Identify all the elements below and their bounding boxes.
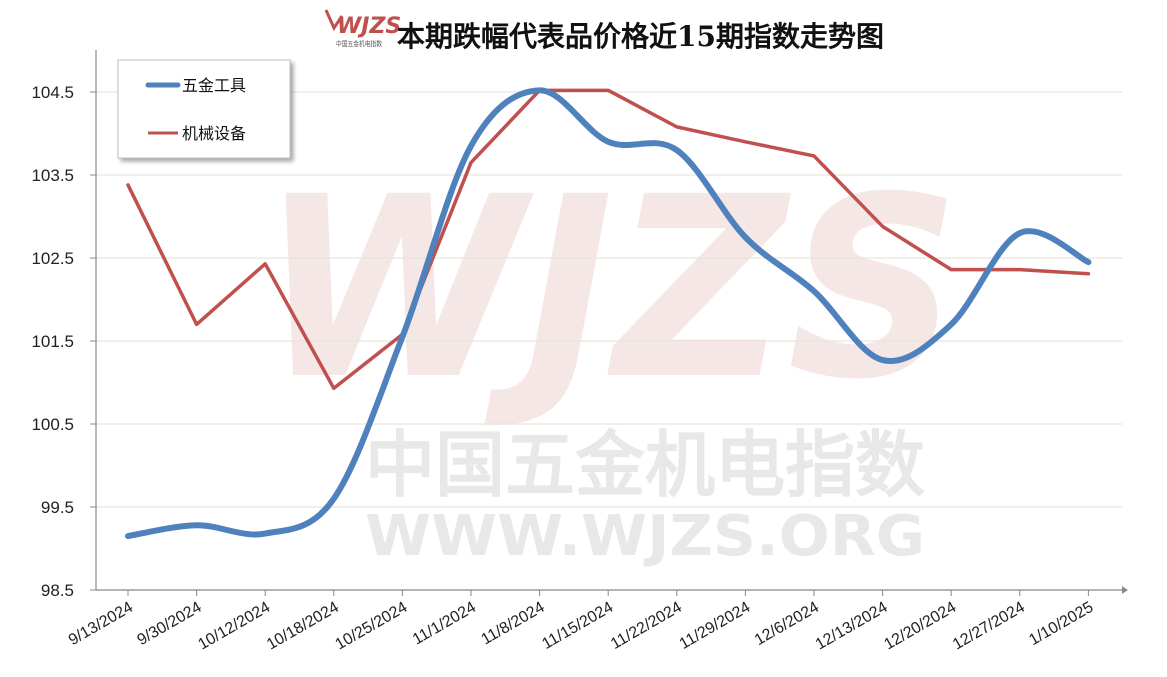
y-tick-label-0: 98.5 — [41, 581, 74, 600]
x-tick-label-2: 10/12/2024 — [195, 599, 273, 654]
logo-subtext: 中国五金机电指数 — [336, 39, 382, 48]
watermark-url: WWW.WJZS.ORG — [365, 504, 925, 569]
x-axis-arrow-icon — [1122, 586, 1128, 594]
logo-text: WJZS — [337, 14, 401, 39]
x-tick-label-5: 11/1/2024 — [410, 599, 479, 649]
watermark-cn: 中国五金机电指数 — [365, 423, 925, 507]
series-line-0 — [125, 87, 1092, 540]
series-group — [125, 87, 1092, 540]
series-line-1 — [126, 88, 1091, 391]
y-tick-label-6: 104.5 — [31, 83, 74, 102]
y-axis-ticks: 98.5 99.5 100.5 101.5 102.5 103.5 104.5 — [31, 83, 96, 600]
x-tick-label-14: 1/10/2025 — [1026, 599, 1096, 649]
x-tick-label-0: 9/13/2024 — [66, 599, 136, 649]
legend: 五金工具 机械设备 — [117, 59, 291, 159]
x-tick-label-13: 12/27/2024 — [950, 599, 1028, 654]
legend-label-1: 机械设备 — [182, 124, 246, 143]
x-tick-label-7: 11/15/2024 — [539, 599, 616, 653]
x-tick-label-8: 11/22/2024 — [608, 599, 685, 653]
x-axis-ticks: 9/13/20249/30/202410/12/202410/18/202410… — [66, 590, 1096, 654]
x-tick-label-1: 9/30/2024 — [134, 599, 204, 649]
x-tick-label-11: 12/13/2024 — [813, 599, 891, 654]
chart-title: 本期跌幅代表品价格近15期指数走势图 — [397, 20, 884, 53]
y-tick-label-2: 100.5 — [31, 415, 74, 434]
y-tick-label-5: 103.5 — [31, 166, 74, 185]
y-tick-label-3: 101.5 — [31, 332, 74, 351]
y-tick-label-4: 102.5 — [31, 249, 74, 268]
legend-box — [117, 59, 291, 159]
logo-arrow-icon — [324, 9, 344, 32]
x-tick-label-9: 11/29/2024 — [677, 599, 754, 653]
x-tick-label-3: 10/18/2024 — [264, 599, 342, 654]
legend-label-0: 五金工具 — [182, 76, 246, 95]
watermark: WJZS 中国五金机电指数 WWW.WJZS.ORG — [260, 143, 960, 569]
x-tick-label-4: 10/25/2024 — [333, 599, 411, 654]
x-tick-label-10: 12/6/2024 — [752, 599, 822, 649]
title-logo: WJZS 中国五金机电指数 — [324, 9, 401, 48]
watermark-logo: WJZS — [260, 143, 960, 434]
y-tick-label-1: 99.5 — [41, 498, 74, 517]
x-tick-label-6: 11/8/2024 — [478, 599, 547, 649]
x-tick-label-12: 12/20/2024 — [881, 599, 959, 654]
